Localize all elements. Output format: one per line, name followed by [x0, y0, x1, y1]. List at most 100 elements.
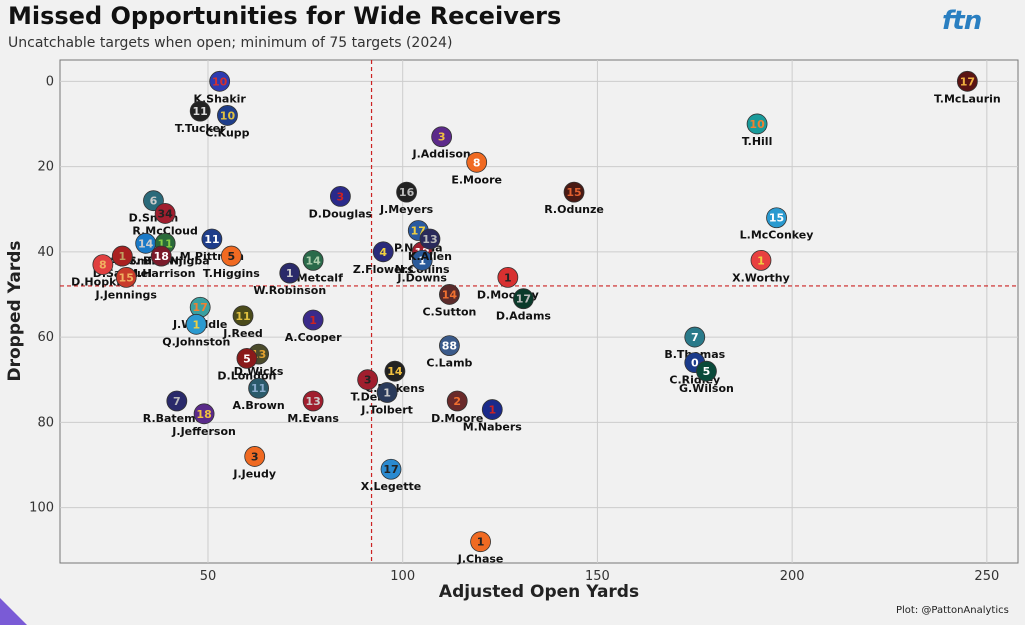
point-marker[interactable] [766, 207, 787, 229]
point-marker[interactable] [380, 458, 402, 480]
point-marker[interactable] [154, 203, 176, 224]
jersey-number: 1 [504, 271, 512, 284]
point-marker[interactable] [684, 326, 706, 348]
player-point[interactable]: 14 C.Sutton [422, 284, 476, 318]
player-point[interactable]: 17 T.McLaurin [934, 70, 1001, 105]
point-marker[interactable] [563, 181, 585, 203]
y-tick-label: 100 [29, 501, 54, 516]
player-point[interactable]: 5 T.Higgins [203, 245, 260, 280]
player-point[interactable]: 18 M.Harrison [127, 245, 195, 280]
player-point[interactable]: 8 E.Moore [451, 151, 502, 186]
point-marker[interactable] [372, 241, 394, 263]
point-marker[interactable] [746, 113, 768, 135]
player-point[interactable]: 17 X.Legette [361, 458, 421, 493]
point-marker[interactable] [302, 309, 324, 331]
point-marker[interactable] [248, 377, 270, 399]
player-point[interactable]: 34R.McCloud [132, 203, 198, 237]
player-point[interactable]: 1 J.Downs [396, 249, 447, 284]
player-point[interactable]: 11 J.Reed [222, 305, 263, 340]
point-marker[interactable] [302, 249, 324, 271]
jersey-number: 17 [193, 301, 208, 314]
point-marker[interactable] [232, 305, 254, 327]
point-marker[interactable] [696, 360, 717, 382]
point-marker[interactable] [209, 70, 231, 92]
point-marker[interactable] [750, 249, 772, 271]
player-point[interactable]: 1 J.Tolbert [360, 382, 413, 416]
player-point[interactable]: 5 G.Wilson [679, 360, 734, 395]
point-marker[interactable] [396, 181, 417, 203]
player-point[interactable]: 7B.Thomas [664, 326, 726, 361]
player-point[interactable]: 3 J.Jeudy [232, 446, 276, 480]
point-marker[interactable] [189, 100, 211, 122]
point-marker[interactable] [302, 390, 324, 412]
point-marker[interactable] [411, 249, 433, 271]
player-point[interactable]: 13 M.Evans [287, 390, 339, 425]
point-marker[interactable] [329, 186, 351, 207]
point-marker[interactable] [419, 228, 441, 250]
jersey-number: 11 [204, 233, 219, 246]
player-point[interactable]: 1 W.Robinson [253, 262, 326, 297]
player-point[interactable]: 1 A.Cooper [285, 309, 342, 344]
player-point[interactable]: 16 J.Meyers [379, 181, 434, 216]
player-label: T.McLaurin [934, 92, 1001, 105]
point-marker[interactable] [166, 390, 188, 412]
point-marker[interactable] [150, 245, 172, 267]
player-point[interactable]: 1 J.Chase [457, 531, 504, 566]
player-point[interactable]: 1 M.Nabers [463, 399, 523, 434]
jersey-number: 1 [192, 318, 200, 331]
jersey-number: 5 [243, 352, 251, 365]
player-label: J.Meyers [379, 203, 434, 216]
player-point[interactable]: 11 A.Brown [232, 377, 285, 412]
point-marker[interactable] [466, 151, 488, 173]
jersey-number: 1 [477, 536, 485, 549]
point-marker[interactable] [956, 70, 978, 92]
point-marker[interactable] [185, 313, 207, 335]
point-marker[interactable] [439, 335, 460, 357]
point-marker[interactable] [217, 105, 238, 126]
player-point[interactable]: 2 D.Moore [431, 390, 483, 425]
player-point[interactable]: 17 D.Adams [496, 288, 552, 323]
point-marker[interactable] [92, 254, 114, 276]
player-point[interactable]: 15 R.Odunze [544, 181, 604, 216]
point-marker[interactable] [497, 266, 519, 288]
player-point[interactable]: 15 J.Jennings [94, 266, 157, 301]
player-point[interactable]: 4 Z.Flowers [353, 241, 414, 276]
player-label: R.Odunze [544, 203, 604, 216]
point-marker[interactable] [111, 245, 133, 267]
player-label: W.Robinson [253, 284, 326, 297]
player-point[interactable]: 3 D.Douglas [309, 186, 373, 220]
player-point[interactable]: 1 X.Worthy [732, 249, 790, 284]
point-marker[interactable] [431, 126, 453, 148]
x-tick-label: 50 [200, 569, 217, 584]
player-point[interactable]: 13 K.Allen [408, 228, 452, 263]
player-point[interactable]: 3 T.Dell [351, 369, 385, 404]
player-point[interactable]: 10 T.Hill [742, 113, 773, 148]
player-point[interactable]: 1 Q.Johnston [162, 313, 230, 348]
point-marker[interactable] [193, 403, 215, 425]
player-point[interactable]: 10 C.Kupp [205, 105, 250, 139]
jersey-number: 0 [691, 357, 699, 370]
point-marker[interactable] [220, 245, 242, 267]
point-marker[interactable] [481, 399, 503, 420]
point-marker[interactable] [357, 369, 379, 391]
point-marker[interactable] [446, 390, 468, 412]
point-marker[interactable] [115, 266, 137, 288]
player-point[interactable]: 3 J.Addison [412, 126, 471, 161]
point-marker[interactable] [279, 262, 301, 284]
point-marker[interactable] [201, 228, 223, 250]
point-marker[interactable] [376, 382, 398, 403]
player-point[interactable]: 10 K.Shakir [193, 70, 246, 105]
point-marker[interactable] [244, 446, 266, 467]
point-marker[interactable] [439, 284, 460, 305]
chart-title: Missed Opportunities for Wide Receivers [8, 2, 562, 30]
player-point[interactable]: 18 J.Jefferson [171, 403, 236, 438]
point-marker[interactable] [470, 531, 491, 553]
player-point[interactable]: 88 C.Lamb [426, 335, 473, 370]
player-point[interactable]: 11 T.Tucker [175, 100, 226, 135]
jersey-number: 8 [473, 156, 481, 169]
point-marker[interactable] [513, 288, 534, 310]
point-marker[interactable] [236, 347, 258, 369]
player-point[interactable]: 15 L.McConkey [740, 207, 814, 242]
jersey-number: 1 [757, 254, 765, 267]
point-marker[interactable] [384, 360, 406, 382]
